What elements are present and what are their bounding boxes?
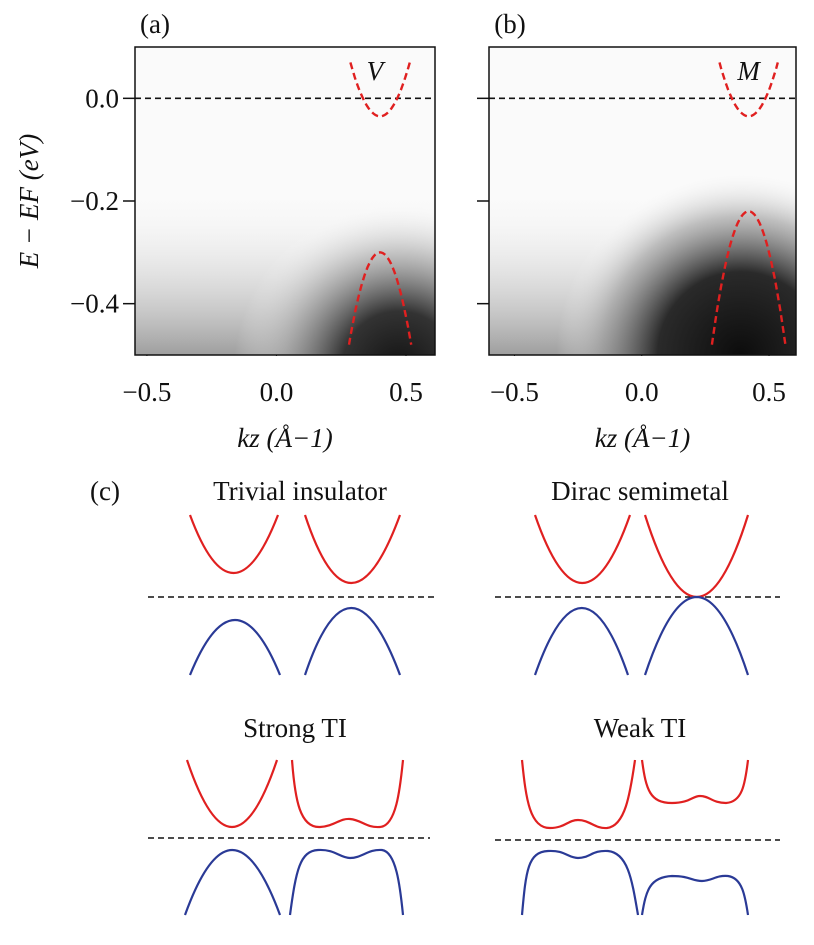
y-tick-label: 0.0 xyxy=(85,83,119,113)
diagram-title: Trivial insulator xyxy=(213,476,387,506)
diagram-dirac xyxy=(495,514,780,676)
x-tick-label: 0.5 xyxy=(752,377,786,407)
model-band xyxy=(347,251,413,345)
y-tick-label: −0.4 xyxy=(70,289,119,319)
x-tick-label: 0.0 xyxy=(260,377,294,407)
x-tick-label: −0.5 xyxy=(122,377,171,407)
x-tick-label: 0.0 xyxy=(625,377,659,407)
band-annotation: V xyxy=(367,56,387,86)
plot-panel: −0.5 0.0 0.5 kz (Å−1) (b) M xyxy=(477,9,797,453)
x-tick-label: −0.5 xyxy=(490,377,539,407)
diagram-strong-ti xyxy=(148,759,430,916)
intensity-map xyxy=(135,47,435,355)
diagram-title: Weak TI xyxy=(594,713,687,743)
panel-label: (a) xyxy=(140,9,170,39)
x-axis-label: kz (Å−1) xyxy=(237,423,332,453)
intensity-map xyxy=(489,47,796,355)
x-tick-label: 0.5 xyxy=(389,377,423,407)
panel-label: (b) xyxy=(494,9,525,39)
band-annotation: M xyxy=(736,56,761,86)
y-tick-label: −0.2 xyxy=(70,186,119,216)
y-axis-label: E − EF (eV) xyxy=(14,134,44,269)
plot-panel: 0.0 −0.2 −0.4 −0.5 0.0 0.5 kz (Å−1) E − EF (eV)… xyxy=(14,9,436,453)
diagram-trivial xyxy=(148,514,435,676)
x-axis-label: kz (Å−1) xyxy=(595,423,690,453)
diagram-title: Strong TI xyxy=(243,713,347,743)
diagram-title: Dirac semimetal xyxy=(551,476,729,506)
panel-label: (c) xyxy=(90,476,120,506)
diagram-weak-ti xyxy=(495,759,780,916)
